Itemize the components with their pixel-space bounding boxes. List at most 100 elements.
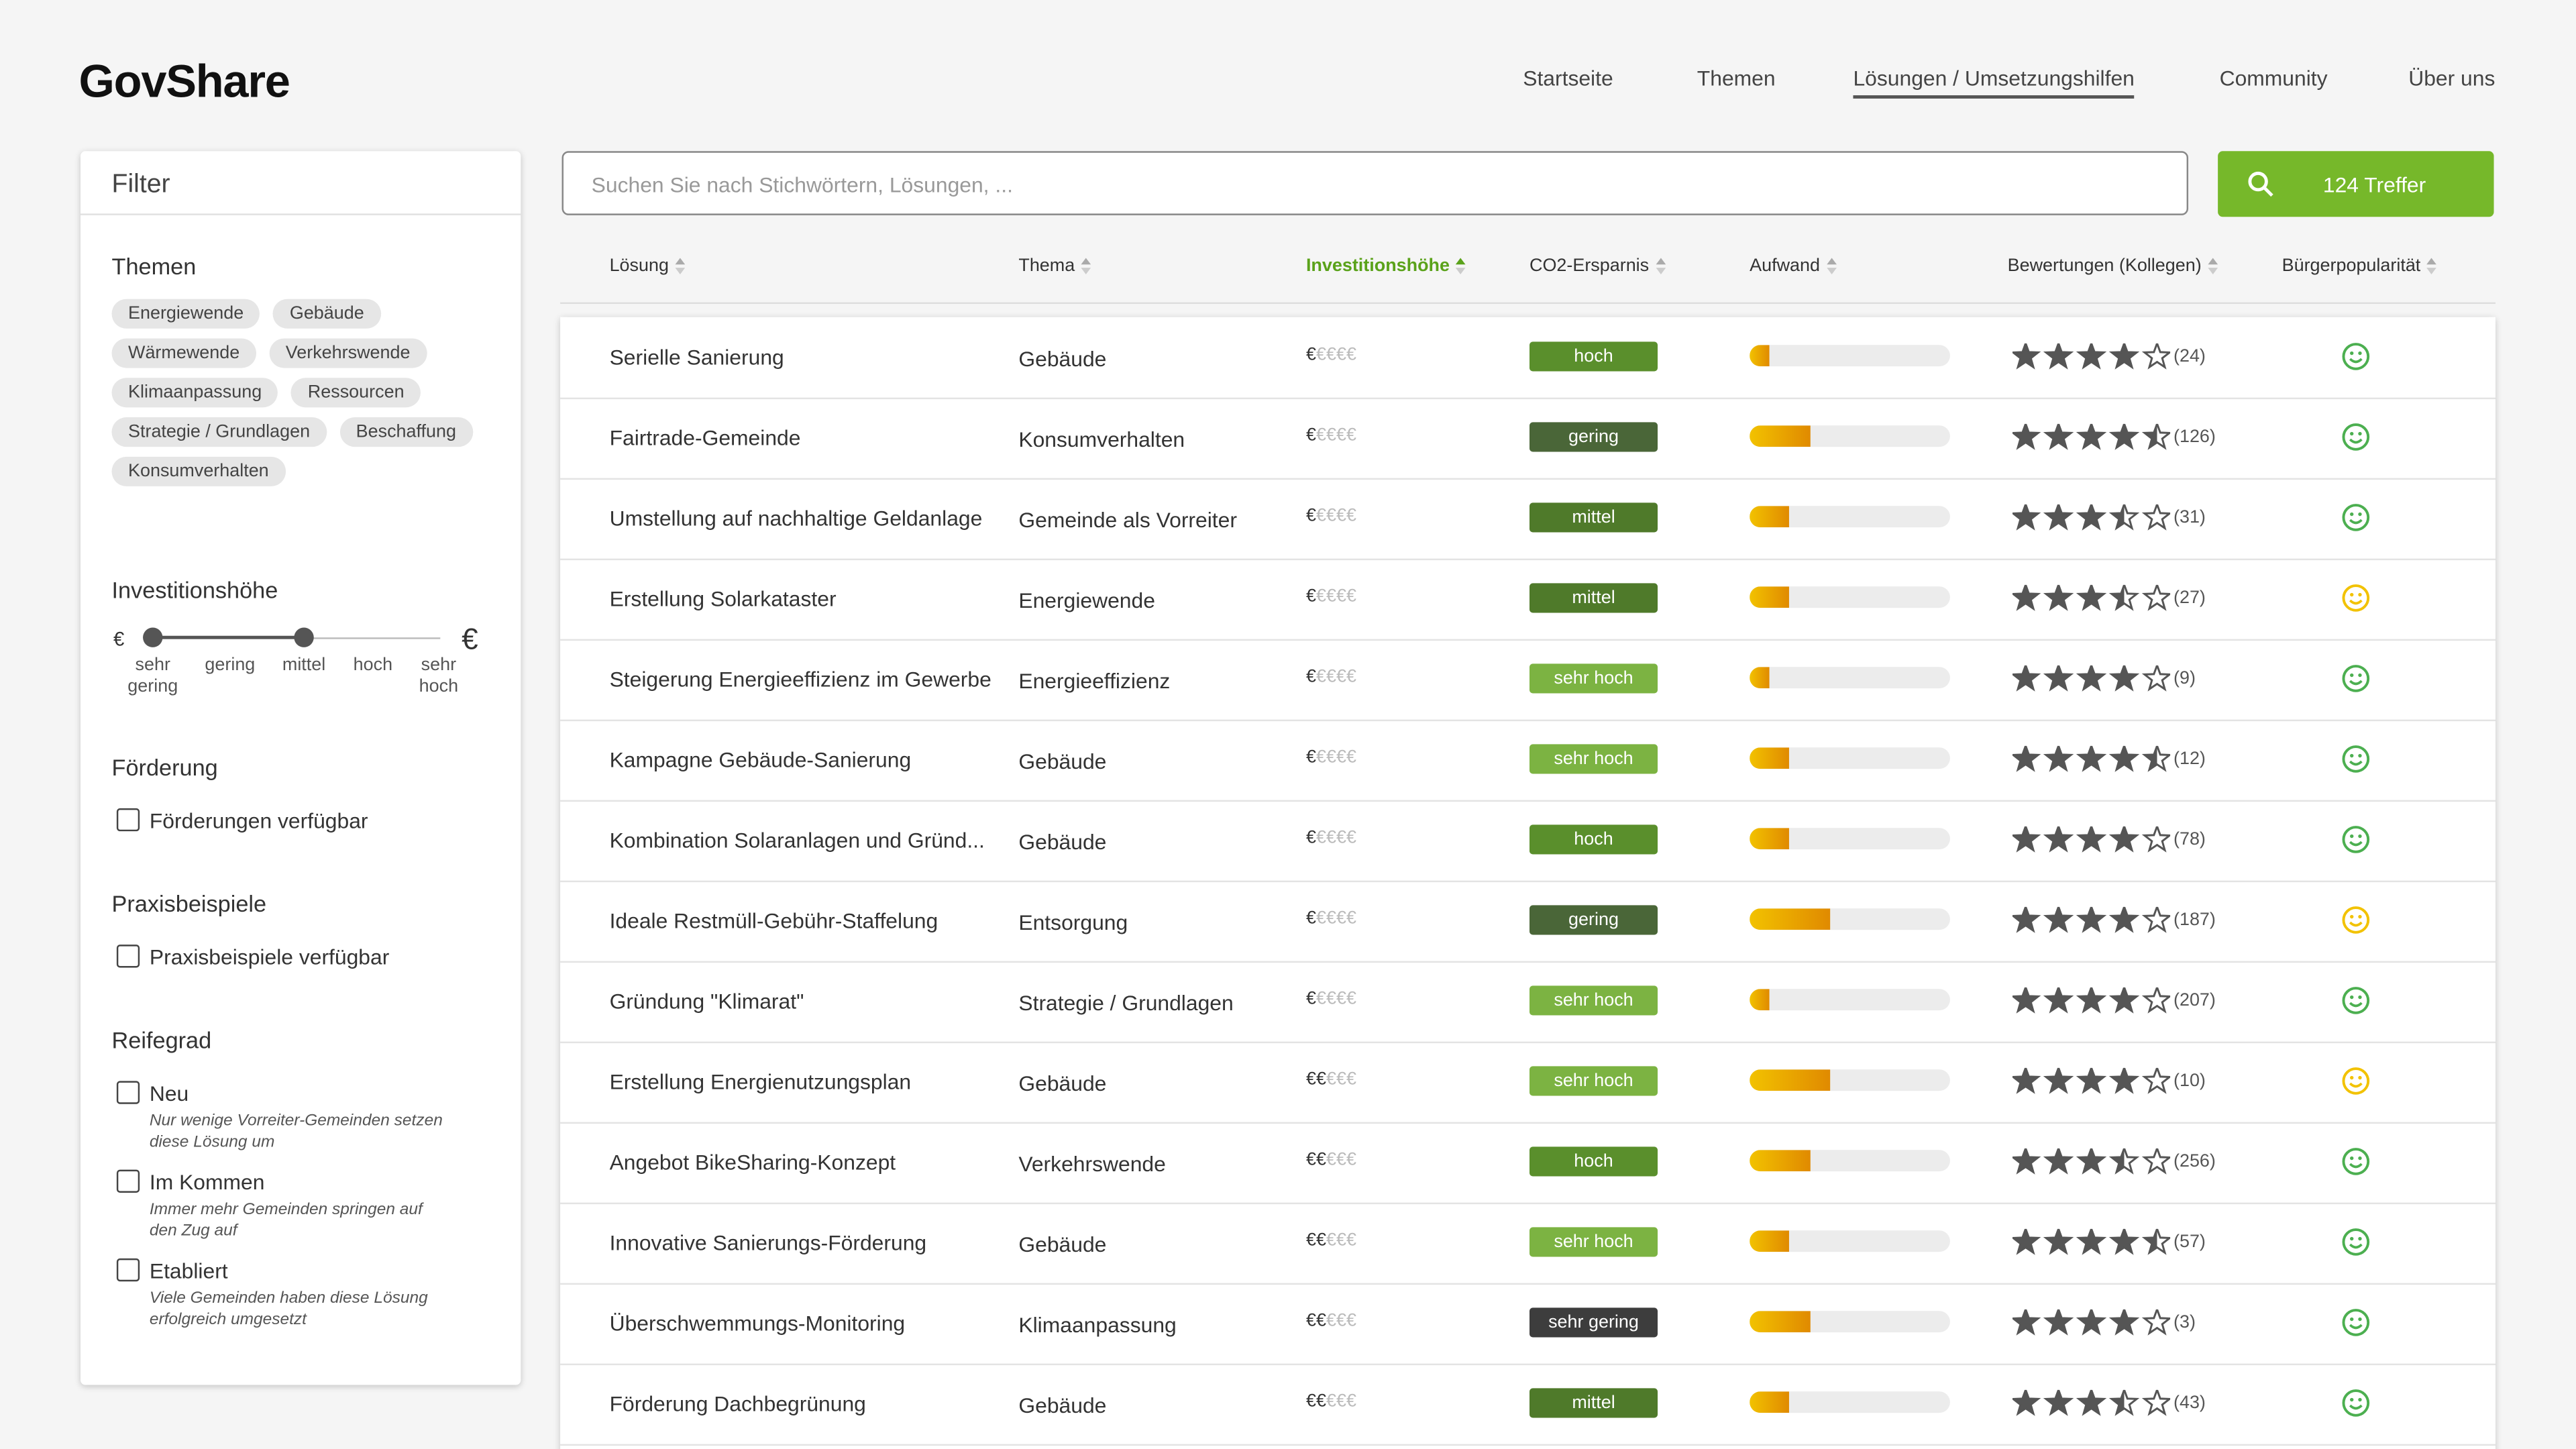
euro-symbol: € xyxy=(1346,506,1356,526)
co2-badge: mittel xyxy=(1529,1388,1658,1418)
slider-handle[interactable] xyxy=(294,627,314,647)
euro-symbol: € xyxy=(1305,908,1316,928)
smiley-eye xyxy=(2350,995,2354,1000)
nav-link[interactable]: Community xyxy=(2219,65,2328,91)
euro-symbol: € xyxy=(1346,989,1356,1009)
table-row[interactable]: Fairtrade-Gemeinde Konsumverhalten €€€€€ ge… xyxy=(560,398,2496,480)
effort-track xyxy=(1750,425,1950,447)
checkbox-label: Etabliert xyxy=(149,1258,228,1283)
star xyxy=(2076,504,2107,531)
table-row[interactable]: Serielle Sanierung Gebäude €€€€€ hoch (24) xyxy=(560,317,2496,400)
euro-symbol: € xyxy=(1316,667,1326,687)
nav-link[interactable]: Lösungen / Umsetzungshilfen xyxy=(1853,66,2135,99)
tag[interactable]: Verkehrswende xyxy=(269,338,427,368)
smiley-mouth xyxy=(2349,1243,2363,1249)
column-header[interactable]: Lösung xyxy=(610,256,686,276)
search-button[interactable]: 124 Treffer xyxy=(2218,151,2494,217)
star xyxy=(2043,423,2074,450)
table-row[interactable]: Kampagne Gebäude-Sanierung Gebäude €€€€€ se… xyxy=(560,720,2496,802)
euro-symbol: € xyxy=(1336,1391,1346,1411)
slider-handle[interactable] xyxy=(143,627,163,647)
effort-bar xyxy=(1750,1391,1790,1413)
co2-badge: mittel xyxy=(1529,502,1658,533)
currency: € xyxy=(113,627,125,651)
nav-link[interactable]: Themen xyxy=(1697,65,1776,91)
euro-symbol: € xyxy=(1346,425,1356,445)
star xyxy=(2043,1148,2074,1175)
investment: €€€€€ xyxy=(1306,425,1356,445)
checkbox[interactable] xyxy=(116,1258,140,1282)
table-row[interactable]: Ideale Restmüll-Gebühr-Staffelung Entsorg… xyxy=(560,881,2496,963)
smiley xyxy=(2342,1309,2370,1336)
logo[interactable]: GovShare xyxy=(78,56,290,107)
smiley-eye xyxy=(2350,592,2354,597)
co2-badge: gering xyxy=(1529,422,1658,452)
separator xyxy=(560,302,2496,305)
smiley-mouth xyxy=(2349,1324,2363,1330)
co2-badge: sehr hoch xyxy=(1529,985,1658,1016)
rating-stars xyxy=(2012,826,2171,853)
column-header[interactable]: Aufwand xyxy=(1750,256,1837,276)
table-row[interactable]: Förderung Dachbegrünung Gebäude €€€€€ mitte… xyxy=(560,1364,2496,1446)
table-row[interactable]: Überschwemmungs-Monitoring Klimaanpassung… xyxy=(560,1283,2496,1366)
column-header[interactable]: Bewertungen (Kollegen) xyxy=(2008,256,2218,276)
tag[interactable]: Wärmewende xyxy=(111,338,256,368)
checkbox[interactable] xyxy=(116,1169,140,1193)
tag[interactable]: Beschaffung xyxy=(339,417,473,447)
euro-symbol: € xyxy=(1336,667,1346,687)
table-row[interactable]: Innovative Sanierungs-Förderung Gebäude €€… xyxy=(560,1203,2496,1285)
star xyxy=(2141,826,2171,853)
co2-badge: hoch xyxy=(1529,1146,1658,1177)
effort-bar xyxy=(1750,425,1810,447)
rating-stars xyxy=(2012,906,2171,933)
table-row[interactable]: Kombination Solaranlagen und Gründ... Geb… xyxy=(560,800,2496,883)
sort-icon xyxy=(675,258,686,274)
star xyxy=(2043,1309,2074,1336)
effort-track xyxy=(1750,828,1950,850)
tag[interactable]: Strategie / Grundlagen xyxy=(111,417,327,447)
column-header[interactable]: Bürgerpopularität xyxy=(2282,256,2437,276)
nav-link[interactable]: Über uns xyxy=(2408,65,2496,91)
search-input[interactable]: Suchen Sie nach Stichwörtern, Lösungen, … xyxy=(561,151,2189,215)
table-row[interactable]: Steigerung Energieeffizienz im Gewerbe En… xyxy=(560,639,2496,722)
tag[interactable]: Ressourcen xyxy=(291,378,421,408)
smiley-face xyxy=(2342,1309,2370,1336)
sort-icon xyxy=(2427,258,2437,274)
euro-symbol: € xyxy=(1326,1230,1336,1250)
star xyxy=(2141,1067,2171,1094)
tag[interactable]: Energiewende xyxy=(111,299,260,329)
checkbox[interactable] xyxy=(116,1081,140,1104)
investment: €€€€€ xyxy=(1306,908,1356,928)
smiley-mouth xyxy=(2349,1163,2363,1169)
tag[interactable]: Gebäude xyxy=(273,299,381,329)
table-row[interactable]: Angebot BikeSharing-Konzept Verkehrswende… xyxy=(560,1122,2496,1205)
euro-symbol: € xyxy=(1336,908,1346,928)
column-header[interactable]: Investitionshöhe xyxy=(1306,256,1466,276)
smiley-eye xyxy=(2358,673,2362,678)
effort-track xyxy=(1750,506,1950,528)
solution-name: Kampagne Gebäude-Sanierung xyxy=(609,747,912,773)
smiley-mouth xyxy=(2349,680,2363,686)
tag[interactable]: Konsumverhalten xyxy=(111,456,286,486)
checkbox[interactable] xyxy=(116,808,140,832)
description: Immer mehr Gemeinden springen auf den Zu… xyxy=(149,1201,423,1240)
star xyxy=(2012,584,2041,611)
checkbox-label: Förderungen verfügbar xyxy=(149,808,368,833)
table-row[interactable]: Gründung "Klimarat" Strategie / Grundlage… xyxy=(560,961,2496,1044)
smiley-mouth xyxy=(2349,599,2363,605)
table-row[interactable]: Erstellung Energienutzungsplan Gebäude €€€… xyxy=(560,1042,2496,1124)
checkbox[interactable] xyxy=(116,945,140,968)
column-header[interactable]: Thema xyxy=(1018,256,1091,276)
smiley-eye xyxy=(2358,512,2362,517)
star xyxy=(2141,1309,2171,1336)
review-count: (10) xyxy=(2174,1071,2206,1091)
table-row[interactable]: Umstellung auf nachhaltige Geldanlage Gem… xyxy=(560,478,2496,561)
sort-icon xyxy=(1655,258,1666,274)
star xyxy=(2012,1309,2041,1336)
tag[interactable]: Klimaanpassung xyxy=(111,378,278,408)
table-row[interactable]: Erstellung Solarkataster Energiewende €€€€… xyxy=(560,559,2496,641)
effort-track xyxy=(1750,989,1950,1011)
smiley-eye xyxy=(2350,512,2354,517)
column-header[interactable]: CO2-Ersparnis xyxy=(1529,256,1666,276)
nav-link[interactable]: Startseite xyxy=(1523,65,1613,91)
